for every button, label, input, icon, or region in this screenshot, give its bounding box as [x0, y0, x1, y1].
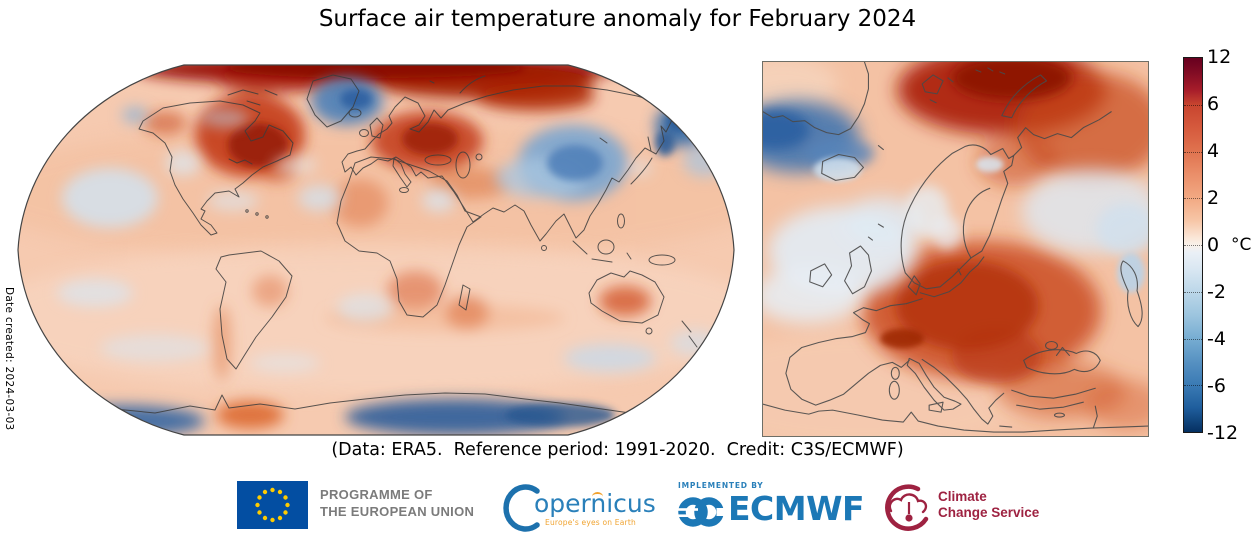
eu-programme-line1: PROGRAMME OF: [320, 487, 433, 502]
c3s-line1: Climate: [938, 489, 987, 504]
colorbar-tickline: [1184, 385, 1202, 387]
colorbar-tickline: [1184, 291, 1202, 293]
date-created-label: Date created: 2024-03-03: [3, 287, 15, 431]
europe-coastlines: [763, 62, 1148, 433]
copernicus-orbit-icon: [592, 492, 603, 501]
eu-flag-logo: [237, 481, 308, 529]
colorbar-tick-n2: -2: [1207, 281, 1226, 303]
colorbar-tickline: [1184, 338, 1202, 340]
colorbar-tick-n6: -6: [1207, 375, 1226, 397]
copernicus-tagline: Europe's eyes on Earth: [545, 518, 636, 527]
c3s-line2: Change Service: [938, 505, 1040, 520]
climate-change-service-emblem-icon: [876, 481, 932, 537]
figure-title: Surface air temperature anomaly for Febr…: [318, 6, 917, 32]
ecmwf-emblem-icon: [678, 492, 725, 532]
colorbar-tick-n12: -12: [1207, 422, 1239, 444]
colorbar-tickline: [1184, 198, 1202, 200]
europe-anomaly-map: [762, 61, 1149, 437]
eu-programme-line2: THE EUROPEAN UNION: [320, 503, 475, 519]
eu-programme-text: PROGRAMME OF THE EUROPEAN UNION: [320, 487, 474, 520]
climate-change-service-text: Climate Change Service: [938, 489, 1039, 521]
world-map-graphic: [17, 64, 735, 436]
world-coastlines: [74, 74, 698, 419]
colorbar-tick-0: 0: [1207, 234, 1220, 256]
colorbar-tick-12: 12: [1207, 46, 1232, 68]
colorbar-tick-2: 2: [1207, 187, 1220, 209]
world-map-outline: [17, 64, 735, 436]
colorbar-tick-6: 6: [1207, 93, 1220, 115]
world-anomaly-map: [15, 63, 737, 437]
colorbar-tick-n4: -4: [1207, 328, 1226, 350]
colorbar-unit-label: °C: [1231, 235, 1252, 255]
europe-map-graphic: [763, 62, 1148, 436]
colorbar-tickline: [1184, 151, 1202, 153]
colorbar-tickline: [1184, 104, 1202, 106]
colorbar-tick-4: 4: [1207, 140, 1220, 162]
colorbar: [1183, 57, 1203, 433]
colorbar-tickline: [1184, 245, 1202, 246]
ecmwf-wordmark: ECMWF: [728, 489, 865, 528]
ecmwf-implemented-by: IMPLEMENTED BY: [678, 481, 764, 490]
data-credit-caption: (Data: ERA5. Reference period: 1991-2020…: [331, 440, 904, 460]
copernicus-swoosh-icon: [496, 482, 544, 532]
eu-flag-icon: [237, 481, 308, 529]
